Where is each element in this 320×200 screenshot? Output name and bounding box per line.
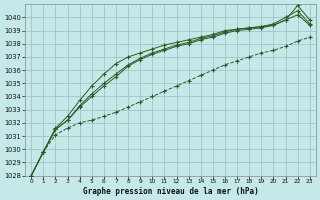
X-axis label: Graphe pression niveau de la mer (hPa): Graphe pression niveau de la mer (hPa) [83, 187, 258, 196]
